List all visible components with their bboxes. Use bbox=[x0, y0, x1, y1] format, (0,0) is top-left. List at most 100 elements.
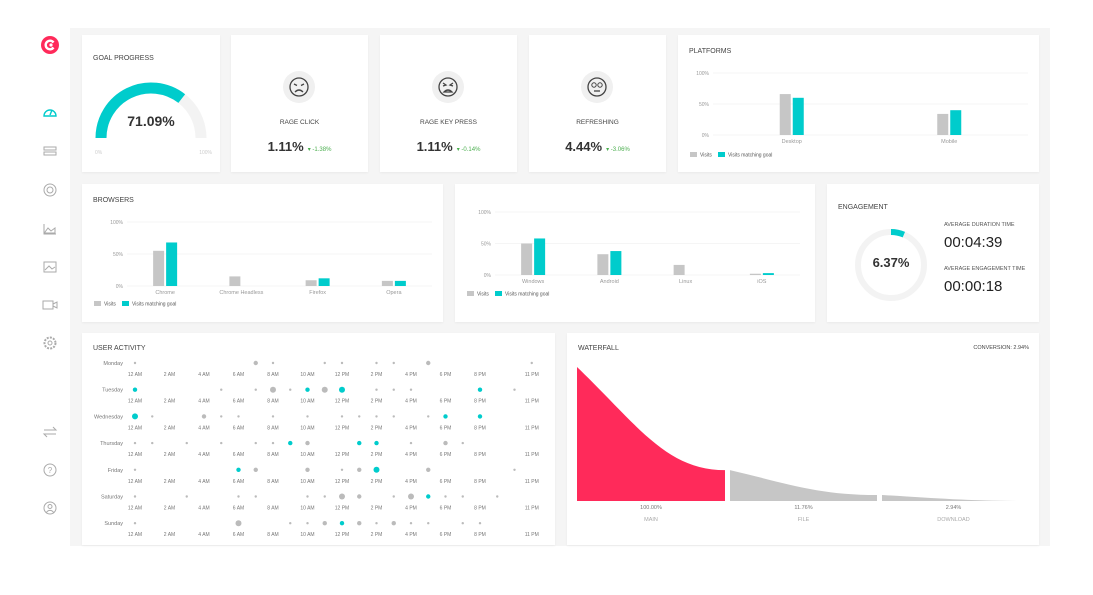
activity-dot[interactable] bbox=[357, 440, 362, 446]
activity-dot[interactable] bbox=[133, 522, 137, 525]
activity-dot[interactable] bbox=[340, 468, 344, 471]
bar-visits[interactable] bbox=[749, 273, 761, 275]
activity-dot[interactable] bbox=[271, 361, 275, 365]
waterfall-step-download[interactable] bbox=[882, 494, 1025, 501]
activity-dot[interactable] bbox=[409, 522, 413, 525]
activity-dot[interactable] bbox=[339, 386, 345, 393]
activity-dot[interactable] bbox=[306, 522, 309, 525]
activity-dot[interactable] bbox=[254, 388, 257, 391]
activity-dot[interactable] bbox=[392, 388, 395, 391]
activity-dot[interactable] bbox=[409, 388, 413, 391]
bar-visits[interactable] bbox=[779, 94, 791, 135]
activity-dot[interactable] bbox=[426, 494, 431, 499]
activity-dot[interactable] bbox=[477, 414, 483, 419]
activity-dot[interactable] bbox=[427, 415, 430, 418]
activity-dot[interactable] bbox=[288, 440, 293, 446]
activity-dot[interactable] bbox=[340, 361, 344, 365]
activity-dot[interactable] bbox=[530, 361, 533, 365]
user-icon[interactable] bbox=[41, 499, 59, 517]
activity-dot[interactable] bbox=[289, 522, 292, 525]
legend-goal[interactable]: Visits matching goal bbox=[505, 292, 549, 298]
bar-visits[interactable] bbox=[597, 254, 609, 275]
logo-icon[interactable] bbox=[41, 36, 59, 54]
activity-dot[interactable] bbox=[237, 415, 240, 418]
activity-dot[interactable] bbox=[392, 415, 395, 418]
list-icon[interactable] bbox=[41, 142, 59, 160]
activity-dot[interactable] bbox=[392, 495, 395, 498]
activity-dot[interactable] bbox=[306, 415, 309, 418]
waterfall-step-file[interactable] bbox=[730, 470, 877, 501]
activity-dot[interactable] bbox=[133, 441, 137, 445]
activity-dot[interactable] bbox=[253, 467, 258, 472]
activity-dot[interactable] bbox=[271, 415, 275, 418]
activity-dot[interactable] bbox=[375, 415, 378, 418]
activity-dot[interactable] bbox=[306, 495, 309, 498]
bar-goal[interactable] bbox=[950, 110, 962, 135]
activity-dot[interactable] bbox=[339, 493, 345, 500]
activity-dot[interactable] bbox=[133, 495, 137, 498]
bar-visits[interactable] bbox=[305, 280, 317, 286]
activity-dot[interactable] bbox=[477, 387, 483, 392]
activity-dot[interactable] bbox=[375, 388, 378, 391]
bar-goal[interactable] bbox=[610, 251, 622, 275]
legend-goal[interactable]: Visits matching goal bbox=[728, 153, 772, 159]
activity-dot[interactable] bbox=[220, 415, 223, 418]
legend-goal[interactable]: Visits matching goal bbox=[132, 302, 176, 308]
activity-dot[interactable] bbox=[185, 495, 188, 498]
video-icon[interactable] bbox=[41, 296, 59, 314]
activity-dot[interactable] bbox=[236, 467, 241, 472]
activity-dot[interactable] bbox=[409, 441, 413, 445]
activity-dot[interactable] bbox=[220, 441, 223, 445]
activity-dot[interactable] bbox=[270, 386, 276, 393]
activity-dot[interactable] bbox=[373, 466, 380, 473]
bar-visits[interactable] bbox=[381, 280, 393, 286]
activity-dot[interactable] bbox=[357, 521, 362, 526]
activity-dot[interactable] bbox=[461, 522, 464, 525]
bar-goal[interactable] bbox=[394, 280, 406, 286]
legend-visits[interactable]: Visits bbox=[700, 153, 712, 159]
activity-dot[interactable] bbox=[357, 494, 362, 499]
bar-goal[interactable] bbox=[792, 97, 804, 135]
target-icon[interactable] bbox=[41, 181, 59, 199]
activity-dot[interactable] bbox=[339, 521, 345, 526]
activity-dot[interactable] bbox=[132, 413, 138, 420]
activity-dot[interactable] bbox=[340, 415, 344, 418]
activity-dot[interactable] bbox=[133, 361, 137, 365]
bar-visits[interactable] bbox=[673, 264, 685, 275]
activity-dot[interactable] bbox=[323, 361, 326, 365]
activity-dot[interactable] bbox=[358, 415, 361, 418]
activity-dot[interactable] bbox=[443, 414, 448, 419]
activity-dot[interactable] bbox=[427, 522, 430, 525]
dashboard-icon[interactable] bbox=[41, 103, 59, 121]
activity-dot[interactable] bbox=[392, 361, 395, 365]
gear-icon[interactable] bbox=[41, 334, 59, 352]
bar-visits[interactable] bbox=[521, 243, 533, 276]
activity-dot[interactable] bbox=[322, 521, 327, 526]
activity-dot[interactable] bbox=[254, 495, 257, 498]
activity-dot[interactable] bbox=[357, 467, 362, 472]
activity-dot[interactable] bbox=[220, 388, 223, 391]
bar-goal[interactable] bbox=[762, 273, 774, 275]
activity-dot[interactable] bbox=[496, 495, 499, 498]
image-icon[interactable] bbox=[41, 258, 59, 276]
activity-dot[interactable] bbox=[408, 493, 414, 500]
bar-goal[interactable] bbox=[534, 238, 546, 275]
activity-dot[interactable] bbox=[254, 441, 257, 445]
activity-dot[interactable] bbox=[444, 495, 447, 498]
activity-dot[interactable] bbox=[513, 388, 516, 391]
activity-dot[interactable] bbox=[374, 440, 379, 446]
activity-dot[interactable] bbox=[305, 467, 310, 472]
bar-visits[interactable] bbox=[229, 276, 241, 286]
legend-visits[interactable]: Visits bbox=[104, 302, 116, 308]
activity-dot[interactable] bbox=[132, 387, 138, 392]
help-icon[interactable]: ? bbox=[41, 461, 59, 479]
area-chart-icon[interactable] bbox=[41, 220, 59, 238]
activity-dot[interactable] bbox=[321, 386, 328, 393]
activity-dot[interactable] bbox=[133, 468, 137, 471]
activity-dot[interactable] bbox=[513, 468, 516, 471]
activity-dot[interactable] bbox=[426, 360, 431, 366]
swap-icon[interactable] bbox=[41, 423, 59, 441]
activity-dot[interactable] bbox=[478, 522, 482, 525]
waterfall-step-main[interactable] bbox=[577, 367, 725, 501]
activity-dot[interactable] bbox=[305, 440, 310, 446]
